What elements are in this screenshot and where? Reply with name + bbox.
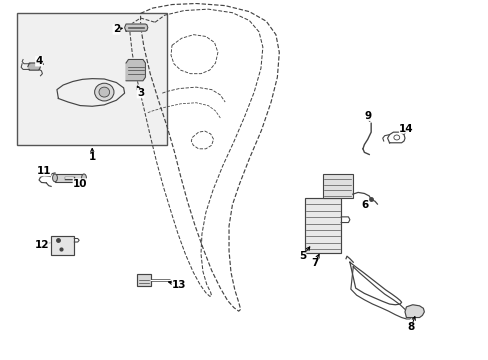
Text: 4: 4 [35, 56, 42, 66]
Text: 14: 14 [398, 123, 413, 134]
Bar [55, 174, 84, 182]
Bar [305, 198, 341, 253]
Bar [137, 274, 150, 286]
Ellipse shape [393, 135, 399, 140]
Polygon shape [28, 63, 41, 70]
Ellipse shape [95, 83, 114, 101]
Text: 13: 13 [172, 280, 186, 289]
Text: 5: 5 [298, 251, 305, 261]
Text: 7: 7 [310, 258, 318, 268]
Text: 10: 10 [73, 179, 87, 189]
Bar [17, 13, 167, 145]
Ellipse shape [99, 87, 109, 97]
Text: 8: 8 [407, 322, 414, 332]
Text: 1: 1 [88, 152, 96, 162]
Text: 12: 12 [35, 239, 50, 249]
Bar [322, 174, 352, 198]
Text: 2: 2 [113, 24, 120, 34]
Polygon shape [126, 59, 145, 81]
Polygon shape [124, 24, 147, 31]
Text: 6: 6 [361, 200, 368, 210]
Text: 3: 3 [137, 88, 144, 98]
Bar [51, 236, 74, 255]
Polygon shape [404, 305, 424, 318]
Ellipse shape [81, 174, 86, 182]
Text: 9: 9 [364, 111, 370, 121]
Ellipse shape [53, 174, 57, 182]
Text: 11: 11 [37, 166, 51, 176]
